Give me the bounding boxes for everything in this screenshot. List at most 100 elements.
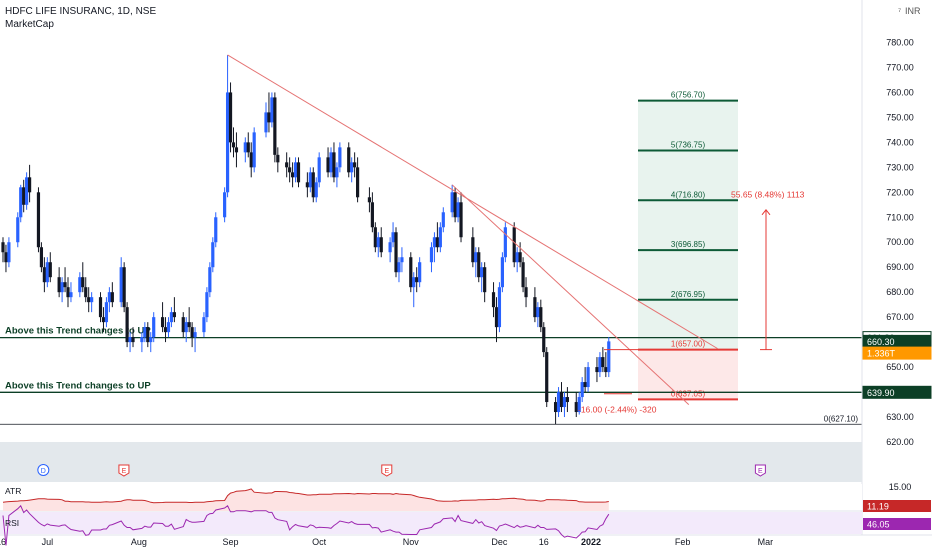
candle-body xyxy=(539,307,543,328)
candle-body xyxy=(273,97,277,155)
candle-body xyxy=(376,237,380,248)
candle xyxy=(69,282,73,303)
candle-body xyxy=(172,312,176,318)
candle-body xyxy=(332,152,336,178)
candle xyxy=(367,187,372,213)
candle-body xyxy=(214,217,218,243)
candle-body xyxy=(515,252,519,263)
event-marker[interactable]: E xyxy=(118,464,130,477)
candle-body xyxy=(350,162,354,173)
candle xyxy=(66,277,70,308)
candle-body xyxy=(545,352,549,403)
candle xyxy=(379,227,383,258)
earnings-icon[interactable] xyxy=(118,464,130,477)
candle xyxy=(42,257,46,293)
candle-body xyxy=(81,277,85,288)
candle-body xyxy=(149,337,153,343)
atr-tick: 15.00 xyxy=(889,482,912,492)
candle xyxy=(376,232,380,258)
candle xyxy=(36,187,41,253)
candle xyxy=(394,227,398,278)
candle xyxy=(110,282,114,308)
trendline[interactable] xyxy=(227,54,718,350)
candle-body xyxy=(57,277,61,293)
currency-lock-icon[interactable]: ⁷ xyxy=(898,6,901,16)
candle xyxy=(184,317,188,343)
candle-body xyxy=(311,172,315,198)
candle xyxy=(293,157,298,183)
candle xyxy=(131,327,135,348)
candle-body xyxy=(412,277,416,288)
currency-label: INR xyxy=(905,6,921,16)
candle-body xyxy=(246,142,250,153)
candle xyxy=(391,222,395,248)
dividend-icon[interactable] xyxy=(37,464,50,476)
candle xyxy=(400,247,404,273)
candle xyxy=(415,267,419,293)
candle xyxy=(276,147,280,173)
candle-body xyxy=(512,227,516,263)
event-marker-label: E xyxy=(122,468,127,475)
x-tick-label: Jul xyxy=(42,537,54,547)
candle xyxy=(146,322,150,348)
candle xyxy=(19,184,23,223)
candle-body xyxy=(524,287,528,298)
candle-body xyxy=(356,167,360,198)
candle xyxy=(98,292,103,323)
candle xyxy=(559,382,564,413)
event-marker-label: E xyxy=(758,468,763,475)
indicator-label: MarketCap xyxy=(5,19,54,30)
x-tick-label: Sep xyxy=(223,537,239,547)
candle xyxy=(601,347,605,373)
candle-body xyxy=(25,177,29,205)
trendline[interactable] xyxy=(451,184,690,405)
y-tick-label: 670.00 xyxy=(886,312,914,322)
candle xyxy=(338,142,342,173)
candle xyxy=(249,142,253,178)
candle-body xyxy=(326,157,330,173)
earnings-icon[interactable] xyxy=(754,464,766,477)
candle xyxy=(190,322,194,348)
candle-body xyxy=(276,154,280,163)
candle-body xyxy=(19,187,23,218)
event-marker[interactable]: E xyxy=(754,464,766,477)
x-tick-label: Mar xyxy=(758,537,774,547)
y-tick-label: 770.00 xyxy=(886,62,914,72)
measure-up-label: 55.65 (8.48%) 1113 xyxy=(731,189,805,199)
y-tick-label: 710.00 xyxy=(886,212,914,222)
x-tick-label: 16 xyxy=(0,537,6,547)
event-marker[interactable]: E xyxy=(381,464,393,477)
candle-body xyxy=(583,382,587,388)
candle xyxy=(25,172,29,210)
candle xyxy=(104,297,109,328)
events-strip xyxy=(0,442,862,482)
candle xyxy=(432,232,437,263)
candle xyxy=(456,197,460,223)
candle xyxy=(4,244,8,273)
candle-body xyxy=(432,237,437,248)
candle xyxy=(273,92,277,163)
earnings-icon[interactable] xyxy=(381,464,393,477)
candle-body xyxy=(205,292,209,318)
x-tick-label: 16 xyxy=(539,537,549,547)
y-tick-label: 750.00 xyxy=(886,112,914,122)
x-tick-label: Dec xyxy=(491,537,508,547)
candle xyxy=(577,392,581,415)
event-marker[interactable]: D xyxy=(37,464,50,476)
candle xyxy=(332,142,336,183)
price-tag-box xyxy=(862,346,932,360)
atr-fill xyxy=(3,488,609,511)
candle xyxy=(149,332,153,353)
candle xyxy=(152,312,156,343)
candle xyxy=(140,332,144,353)
candle xyxy=(193,327,197,353)
candle-body xyxy=(400,257,404,263)
candle xyxy=(314,177,318,203)
trend-label-lower: Above this Trend changes to UP xyxy=(5,380,151,391)
candle xyxy=(225,54,230,198)
candle-body xyxy=(193,332,197,338)
fib-level-label: 6(756.70) xyxy=(671,91,706,100)
x-tick-label: Feb xyxy=(675,537,691,547)
candle-body xyxy=(580,382,584,398)
